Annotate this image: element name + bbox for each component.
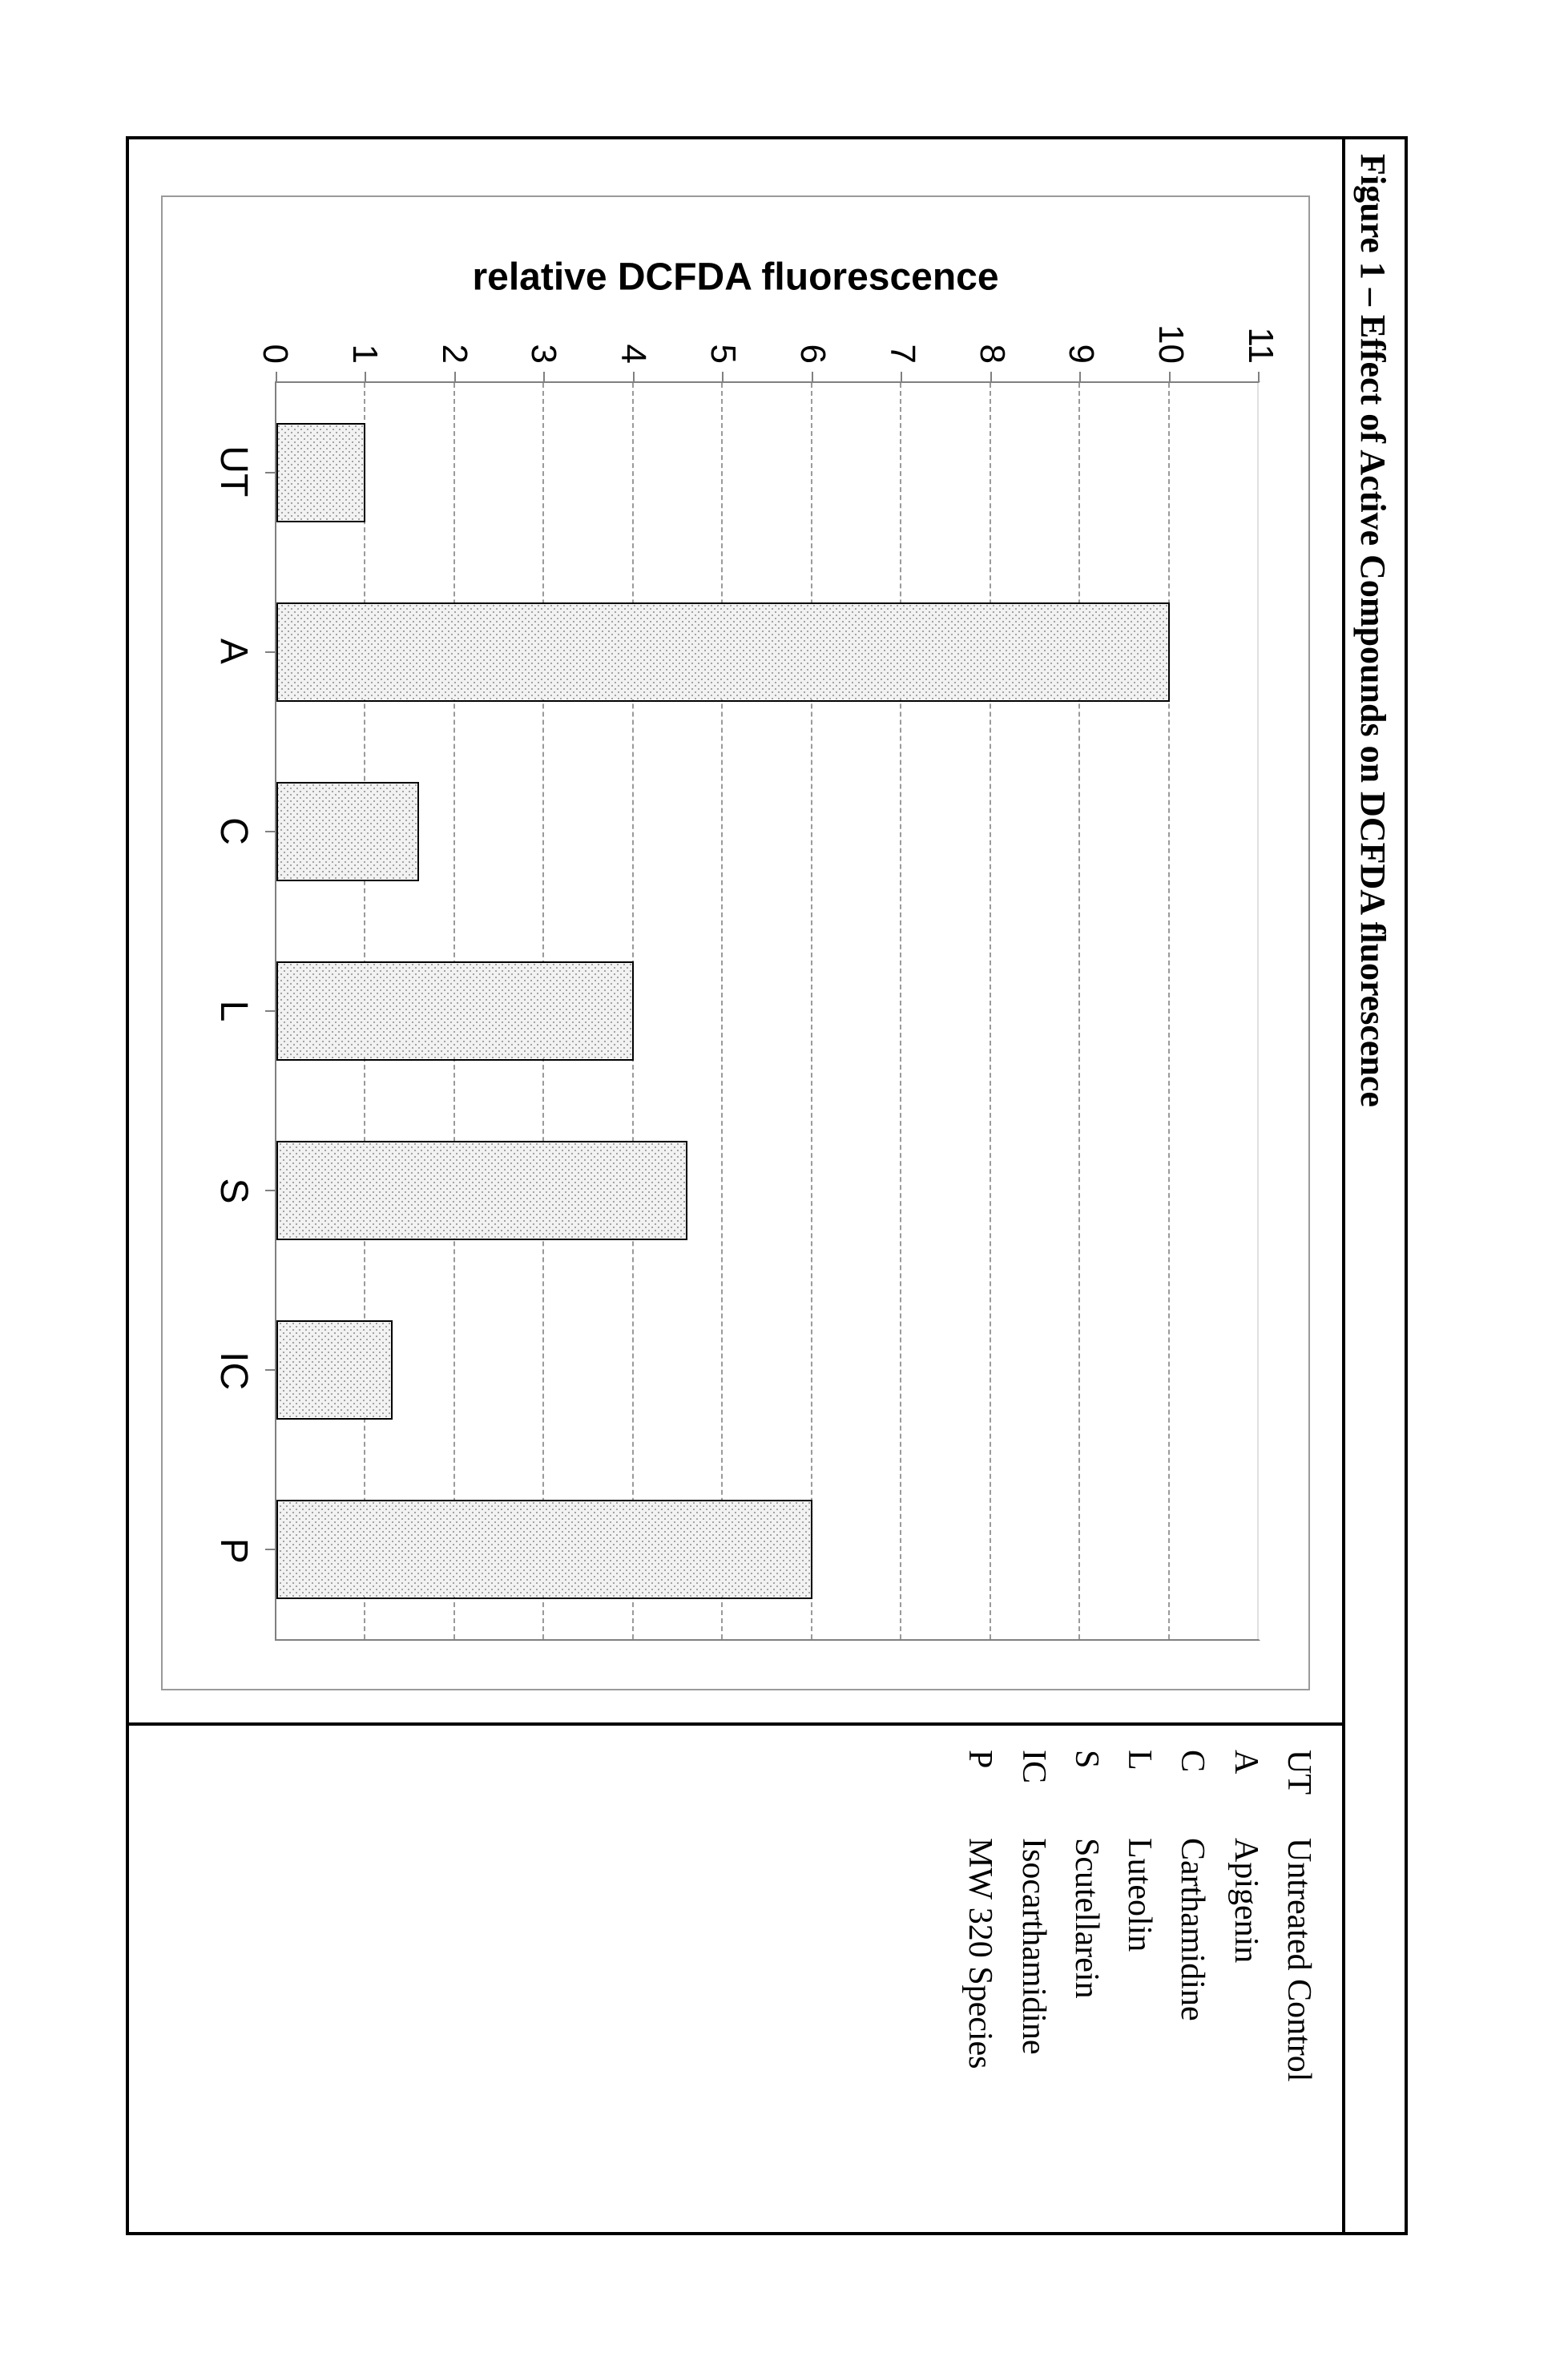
y-tick-label: 2 <box>434 344 474 364</box>
x-tick-mark <box>265 1010 275 1012</box>
figure-body: relative DCFDA fluorescence 012345678910… <box>129 139 1342 2232</box>
y-tick-mark <box>812 372 813 381</box>
x-tick-mark <box>265 651 275 653</box>
bar <box>276 782 419 880</box>
gridline <box>1168 383 1170 1639</box>
legend-label: Scutellarein <box>1067 1838 1106 2216</box>
gridline <box>900 383 901 1639</box>
legend-row: AApigenin <box>1226 1750 1264 2216</box>
legend-row: UTUntreated Control <box>1280 1750 1318 2216</box>
x-tick-label: A <box>212 639 256 664</box>
legend-code: A <box>1226 1750 1264 1838</box>
legend-label: Untreated Control <box>1280 1838 1318 2216</box>
y-tick-label: 1 <box>345 344 385 364</box>
legend-code: P <box>961 1750 999 1838</box>
y-tick-mark <box>1079 372 1081 381</box>
y-tick-mark <box>633 372 635 381</box>
legend-code: UT <box>1280 1750 1318 1838</box>
gridline <box>721 383 723 1639</box>
x-tick-label: UT <box>212 445 256 497</box>
y-tick-mark <box>365 372 366 381</box>
bar <box>276 423 365 522</box>
legend-row: SScutellarein <box>1067 1750 1106 2216</box>
legend-code: C <box>1173 1750 1211 1838</box>
gridline <box>811 383 812 1639</box>
x-tick-mark <box>265 831 275 832</box>
bar <box>276 1500 812 1598</box>
y-tick-mark <box>276 372 277 381</box>
x-tick-label: S <box>212 1178 256 1204</box>
legend-row: CCarthamidine <box>1173 1750 1211 2216</box>
bar <box>276 1141 687 1239</box>
y-tick-label: 3 <box>523 344 563 364</box>
bar <box>276 1320 393 1419</box>
y-tick-mark <box>1169 372 1171 381</box>
y-tick-label: 8 <box>972 344 1012 364</box>
y-tick-label: 6 <box>792 344 832 364</box>
chart-cell: relative DCFDA fluorescence 012345678910… <box>129 139 1342 1726</box>
x-tick-label: C <box>212 817 256 845</box>
x-tick-mark <box>265 1190 275 1191</box>
figure-frame: Figure 1 – Effect of Active Compounds on… <box>126 136 1408 2235</box>
legend-code: IC <box>1014 1750 1052 1838</box>
y-tick-label: 10 <box>1151 324 1191 364</box>
y-tick-label: 9 <box>1061 344 1101 364</box>
y-tick-label: 7 <box>882 344 922 364</box>
gridline <box>990 383 991 1639</box>
chart-outer-border: relative DCFDA fluorescence 012345678910… <box>161 195 1310 1690</box>
x-tick-label: P <box>212 1538 256 1564</box>
gridline <box>1078 383 1080 1639</box>
legend-label: Apigenin <box>1226 1838 1264 2216</box>
x-tick-label: IC <box>212 1352 256 1390</box>
page: Figure 1 – Effect of Active Compounds on… <box>0 0 1568 2369</box>
y-tick-mark <box>722 372 724 381</box>
y-axis-title: relative DCFDA fluorescence <box>472 256 998 300</box>
x-tick-mark <box>265 472 275 473</box>
y-tick-label: 5 <box>703 344 743 364</box>
legend-cell: UTUntreated Control AApigenin CCarthamidin… <box>129 1726 1342 2232</box>
plot-rect <box>275 381 1260 1641</box>
legend-row: LLuteolin <box>1120 1750 1159 2216</box>
y-tick-label: 4 <box>613 344 653 364</box>
plot-area: 01234567891011UTACLSICP <box>275 381 1260 1641</box>
legend-label: Carthamidine <box>1173 1838 1211 2216</box>
bar <box>276 961 634 1060</box>
plot-top-edge <box>1257 383 1259 1639</box>
x-tick-mark <box>265 1369 275 1371</box>
y-tick-mark <box>543 372 545 381</box>
bar <box>276 602 1170 701</box>
y-tick-mark <box>990 372 992 381</box>
legend-code: L <box>1120 1750 1159 1838</box>
legend-label: MW 320 Species <box>961 1838 999 2216</box>
y-tick-mark <box>1258 372 1260 381</box>
figure-title: Figure 1 – Effect of Active Compounds on… <box>1342 139 1405 2232</box>
legend-row: PMW 320 Species <box>961 1750 999 2216</box>
rotated-content: Figure 1 – Effect of Active Compounds on… <box>0 0 1568 2369</box>
y-tick-label: 0 <box>255 344 295 364</box>
y-tick-mark <box>454 372 456 381</box>
legend-label: Isocarthamidine <box>1014 1838 1052 2216</box>
legend-row: ICIsocarthamidine <box>1014 1750 1052 2216</box>
y-tick-mark <box>901 372 902 381</box>
x-tick-label: L <box>212 1001 256 1022</box>
y-tick-label: 11 <box>1240 327 1280 364</box>
legend-label: Luteolin <box>1120 1838 1159 2216</box>
x-tick-mark <box>265 1549 275 1550</box>
legend-code: S <box>1067 1750 1106 1838</box>
